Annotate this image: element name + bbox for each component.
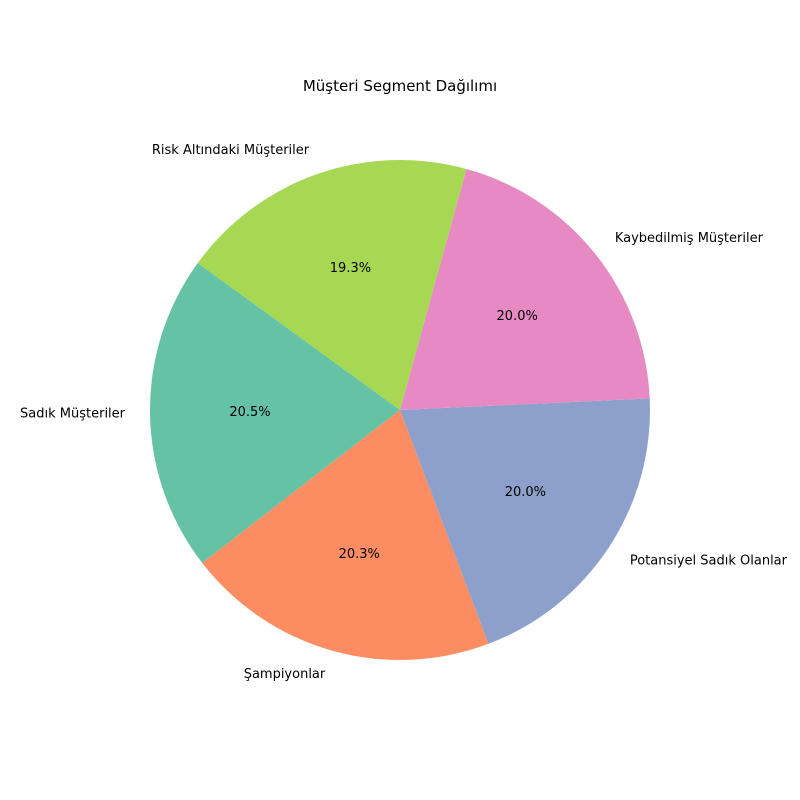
slice-label: Sadık Müşteriler	[20, 407, 126, 422]
pie-labels: Sadık Müşteriler 20.5% Şampiyonlar 20.3% Pot…	[20, 143, 788, 682]
slice-label: Şampiyonlar	[244, 667, 326, 682]
pie-slices	[149, 160, 650, 660]
pie-slice	[202, 410, 489, 660]
slice-percent-label: 20.5%	[229, 405, 270, 420]
slice-percent-label: 19.3%	[330, 261, 371, 276]
pie-slice	[400, 398, 650, 644]
slice-label: Kaybedilmiş Müşteriler	[615, 231, 764, 246]
slice-percent-label: 20.3%	[339, 547, 380, 562]
pie-slice	[149, 263, 400, 563]
slice-label: Risk Altındaki Müşteriler	[152, 143, 310, 158]
pie-slice	[400, 168, 650, 410]
slice-percent-label: 20.0%	[497, 309, 538, 324]
pie-slice	[197, 160, 467, 410]
chart-title: Müşteri Segment Dağılımı	[303, 77, 497, 95]
slice-label: Potansiyel Sadık Olanlar	[630, 553, 788, 568]
slice-percent-label: 20.0%	[505, 485, 546, 500]
